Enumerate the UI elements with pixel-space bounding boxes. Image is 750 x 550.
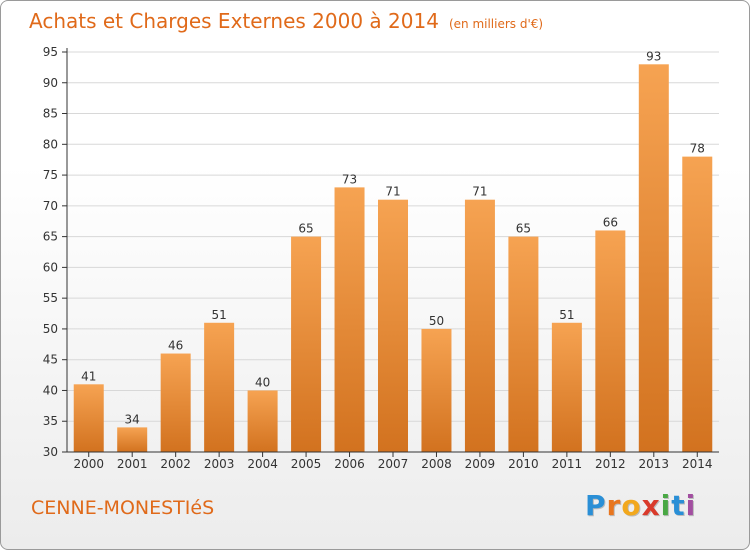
y-tick-label: 75	[43, 168, 58, 182]
data-label: 65	[298, 222, 313, 236]
data-labels: 41 34 46 51 40 65 73 71 50 71 65 51 66 93 78	[81, 49, 705, 426]
bar	[117, 427, 148, 452]
bar	[204, 322, 235, 452]
x-tick-label: 2012	[595, 457, 626, 471]
data-label: 78	[690, 142, 705, 156]
y-tick-label: 65	[43, 230, 58, 244]
logo-letter: r	[606, 489, 622, 522]
y-tick-label: 90	[43, 76, 58, 90]
bar	[682, 156, 713, 452]
data-label: 93	[646, 49, 661, 63]
data-label: 65	[516, 222, 531, 236]
bars	[73, 64, 713, 453]
x-tick-label: 2004	[247, 457, 278, 471]
y-tick-label: 85	[43, 107, 58, 121]
logo-letter: x	[641, 489, 661, 522]
chart-title-block: Achats et Charges Externes 2000 à 2014 (e…	[29, 9, 543, 33]
bar	[638, 64, 669, 453]
data-label: 40	[255, 375, 270, 389]
x-tick-label: 2011	[552, 457, 583, 471]
x-tick-label: 2009	[465, 457, 496, 471]
data-label: 34	[125, 412, 140, 426]
chart-title: Achats et Charges Externes 2000 à 2014	[29, 9, 439, 33]
data-label: 41	[81, 369, 96, 383]
bar	[247, 390, 278, 452]
x-tick-label: 2006	[334, 457, 365, 471]
y-tick-label: 55	[43, 291, 58, 305]
x-tick-label: 2008	[421, 457, 452, 471]
data-label: 51	[559, 308, 574, 322]
axes: 30 35 40 45 50 55 60 65 70 75 80 85 90 95 2000 2001 2002…	[43, 45, 719, 471]
bar	[160, 353, 191, 452]
bar	[334, 187, 365, 452]
x-tick-label: 2014	[682, 457, 713, 471]
y-tick-label: 30	[43, 445, 58, 459]
x-tick-label: 2005	[291, 457, 322, 471]
y-tick-label: 70	[43, 199, 58, 213]
logo-letter: o	[621, 489, 642, 522]
y-tick-label: 45	[43, 353, 58, 367]
x-tick-label: 2003	[204, 457, 235, 471]
data-label: 66	[603, 215, 618, 229]
data-label: 73	[342, 172, 357, 186]
logo-letter: i	[685, 489, 697, 522]
x-tick-label: 2013	[639, 457, 670, 471]
proxiti-logo[interactable]: Proxiti	[585, 489, 696, 522]
bar	[378, 199, 408, 452]
bar	[551, 322, 582, 452]
x-tick-label: 2002	[160, 457, 191, 471]
data-label: 71	[472, 185, 487, 199]
y-tick-label: 35	[43, 414, 58, 428]
data-label: 71	[385, 185, 400, 199]
logo-letter: t	[671, 489, 686, 522]
x-tick-label: 2001	[117, 457, 148, 471]
y-tick-label: 80	[43, 137, 58, 151]
chart-unit-label: (en milliers d'€)	[448, 17, 544, 31]
town-name: CENNE-MONESTIéS	[31, 497, 215, 519]
x-tick-label: 2007	[378, 457, 409, 471]
bar	[73, 384, 104, 452]
bar	[508, 236, 539, 452]
data-label: 51	[211, 308, 226, 322]
bar	[595, 230, 626, 452]
logo-letter: i	[660, 489, 672, 522]
y-tick-label: 60	[43, 260, 58, 274]
logo-letter: P	[585, 489, 607, 522]
x-tick-label: 2000	[73, 457, 104, 471]
y-tick-label: 50	[43, 322, 58, 336]
y-tick-label: 40	[43, 383, 58, 397]
x-tick-label: 2010	[508, 457, 539, 471]
bar	[421, 328, 452, 452]
y-tick-label: 95	[43, 45, 58, 59]
bar	[291, 236, 322, 452]
data-label: 46	[168, 339, 183, 353]
bar	[464, 199, 495, 452]
data-label: 50	[429, 314, 444, 328]
